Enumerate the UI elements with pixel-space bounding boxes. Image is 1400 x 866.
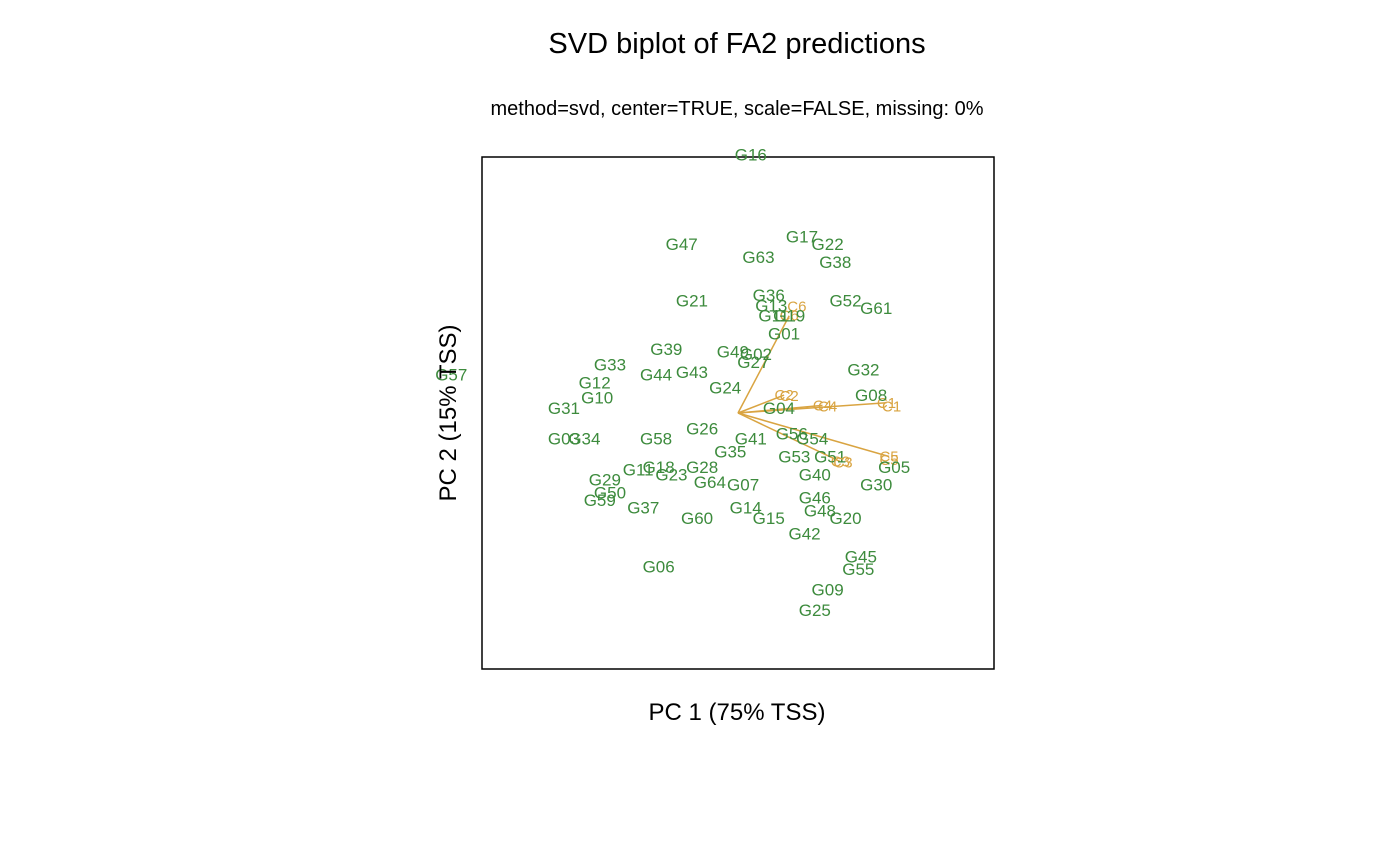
genotype-label-g60: G60 [681,509,713,528]
genotype-label-g39: G39 [650,340,682,359]
genotype-label-g06: G06 [643,558,675,577]
genotype-label-g35: G35 [714,442,746,461]
genotype-label-c2: C2 [780,388,799,405]
chart-subtitle: method=svd, center=TRUE, scale=FALSE, mi… [491,98,984,120]
genotype-label-g29: G29 [589,471,621,490]
genotype-label-g49: G49 [717,343,749,362]
chart-title: SVD biplot of FA2 predictions [548,28,925,60]
genotype-label-g11: G11 [623,460,654,479]
genotype-label-g59: G59 [584,491,616,510]
genotype-label-g55: G55 [842,560,874,579]
environment-vectors [737,315,890,463]
genotype-label-g32: G32 [847,360,879,379]
genotype-label-g31: G31 [548,399,580,418]
genotype-label-g07: G07 [727,476,759,495]
genotype-label-g63: G63 [742,248,774,267]
environment-vector-c1 [737,402,887,414]
genotype-label-g04: G04 [763,399,795,418]
genotype-label-g41: G41 [735,430,767,449]
genotype-label-g37: G37 [627,499,659,518]
genotype-label-g64: G64 [694,473,726,492]
genotype-label-c6: C6 [787,298,806,315]
genotype-label-g09: G09 [812,581,844,600]
genotype-label-g53: G53 [778,448,810,467]
genotype-label-g25: G25 [799,601,831,620]
genotype-label-g01: G01 [768,325,800,344]
environment-vector-c2 [737,394,785,414]
environment-labels: C6 C2 C4 C1 C5 C3 [774,308,898,471]
genotype-label-g11: G11 [758,307,789,326]
genotype-label-g10: G10 [581,389,613,408]
genotype-label-g36: G36 [753,286,785,305]
genotype-label-g51: G51 [814,448,846,467]
genotype-label-g13: G13 [755,296,787,315]
genotype-label-g18: G18 [643,458,675,477]
genotype-label-g50: G50 [594,483,626,502]
genotype-label-g40: G40 [799,465,831,484]
genotype-label-g61: G61 [860,299,892,318]
genotype-label-g46: G46 [799,488,831,507]
genotype-label-g03: G03 [548,430,580,449]
genotype-label-g45: G45 [845,547,877,566]
genotype-label-g22: G22 [812,235,844,254]
genotype-label-g14: G14 [730,499,762,518]
genotype-label-g08: G08 [855,386,887,405]
genotype-label-g38: G38 [819,253,851,272]
genotype-label-c4: C4 [818,398,837,415]
environment-label-c2: C2 [774,387,793,404]
genotype-label-g56: G56 [776,424,808,443]
environment-vector-c6 [737,315,790,414]
genotype-label-g47: G47 [666,235,698,254]
genotype-label-g58: G58 [640,430,672,449]
genotype-label-g26: G26 [686,419,718,438]
genotype-label-g54: G54 [796,430,828,449]
genotype-label-g17: G17 [786,227,818,246]
genotype-label-g24: G24 [709,378,741,397]
genotype-label-g20: G20 [829,509,861,528]
genotype-label-g15: G15 [753,509,785,528]
genotype-label-g48: G48 [804,501,836,520]
genotype-label-g44: G44 [640,366,672,385]
genotype-label-g02: G02 [740,345,772,364]
plot-frame [481,156,995,670]
genotype-label-g30: G30 [860,476,892,495]
genotype-label-g23: G23 [655,465,687,484]
genotype-label-g27: G27 [737,353,769,372]
environment-label-c3: C3 [831,454,850,471]
x-axis-label: PC 1 (75% TSS) [649,699,826,726]
genotype-label-g21: G21 [676,291,708,310]
genotype-label-c1: C1 [882,398,901,415]
environment-label-c1: C1 [877,395,896,412]
genotype-label-g33: G33 [594,355,626,374]
genotype-label-g12: G12 [579,373,611,392]
y-axis-label: PC 2 (15% TSS) [435,325,462,502]
environment-label-c5: C5 [879,449,898,466]
genotype-label-g57: G57 [435,366,467,385]
genotype-label-g16: G16 [735,145,767,164]
genotype-label-g42: G42 [788,524,820,543]
genotype-label-g43: G43 [676,363,708,382]
genotype-label-g28: G28 [686,458,718,477]
genotype-label-c3: C3 [833,455,852,472]
genotype-label-g19: G19 [773,307,805,326]
genotype-label-c5: C5 [879,452,898,469]
genotype-label-g34: G34 [568,430,600,449]
environment-label-c6: C6 [780,308,799,325]
genotype-label-g52: G52 [829,291,861,310]
environment-vector-c5 [737,412,890,458]
environment-vector-c3 [737,412,841,463]
genotype-label-g05: G05 [878,458,910,477]
environment-label-c4: C4 [813,397,832,414]
